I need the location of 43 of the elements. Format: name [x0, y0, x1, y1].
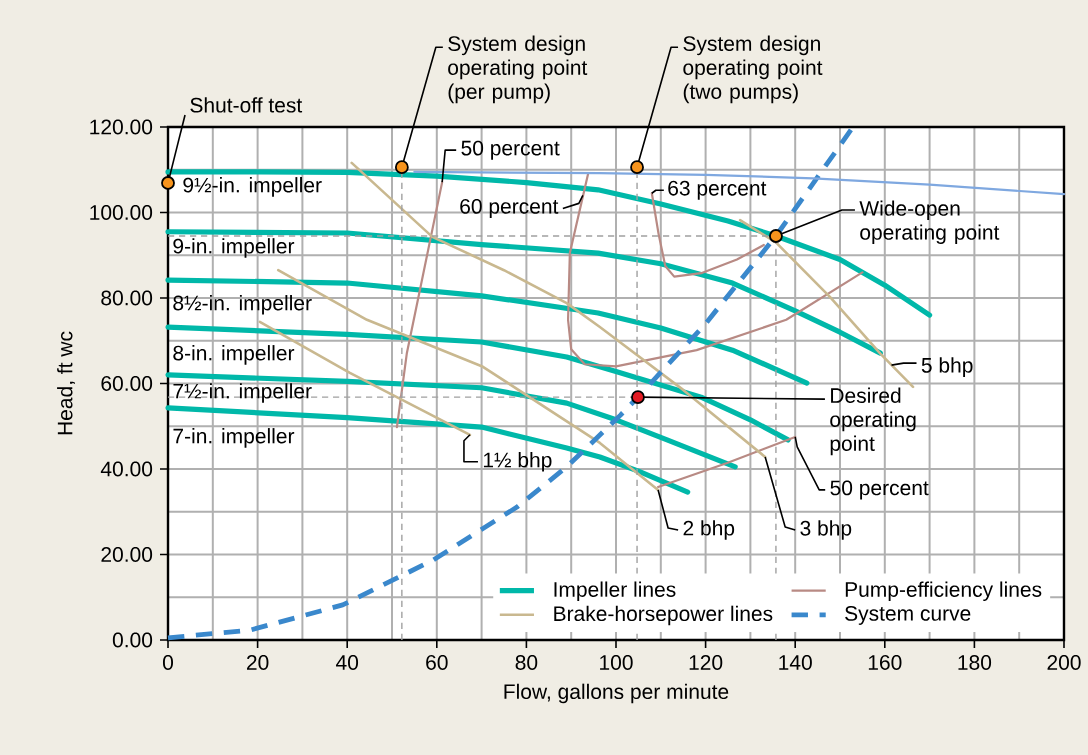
x-tick-label: 20 [246, 655, 269, 670]
x-tick-label: 40 [335, 655, 359, 670]
legend-label: System curve [845, 605, 971, 625]
legend-label: Pump-efficiency lines [845, 581, 1042, 602]
x-tick-label: 200 [1047, 655, 1081, 670]
annotation: 1½ bhp [483, 452, 552, 472]
annotation: System design operating point (per pump) [448, 35, 588, 104]
annotation: 7½-in. impeller [173, 383, 312, 403]
annotation: 8½-in. impeller [173, 295, 312, 315]
y-tick-label: 40.00 [100, 461, 153, 477]
y-tick-label: 120.00 [90, 119, 153, 135]
annotation: 2 bhp [683, 520, 735, 540]
y-axis-title: Head, ft wc [57, 331, 75, 435]
x-tick-label: 180 [958, 655, 992, 670]
annotation: Shut-off test [190, 97, 303, 113]
annotation: 9-in. impeller [173, 238, 295, 258]
y-tick-label: 80.00 [101, 290, 153, 306]
annotation: 63 percent [668, 180, 767, 200]
annotation: 8-in. impeller [173, 345, 295, 365]
x-tick-label: 80 [515, 655, 538, 670]
annotation: 60 percent [460, 198, 559, 218]
annotation: System design operating point (two pumps) [683, 35, 823, 104]
y-tick-label: 60.00 [101, 376, 153, 391]
y-tick-label: 100.00 [90, 205, 153, 220]
annotation: 9½-in. impeller [183, 177, 322, 197]
annotation: 5 bhp [921, 357, 973, 377]
annotation: Wide-open operating point [859, 200, 1000, 244]
annotation: 7-in. impeller [173, 428, 295, 448]
y-tick-label: 0.00 [112, 632, 153, 648]
annotation: Desired operating point [830, 387, 916, 456]
annotation: 3 bhp [800, 520, 852, 540]
legend-label: Impeller lines [554, 581, 676, 602]
annotation: 50 percent [830, 480, 929, 500]
x-axis-title: Flow, gallons per minute [504, 683, 729, 704]
legend-label: Brake-horsepower lines [554, 605, 773, 626]
x-tick-label: 100 [600, 655, 633, 670]
annotation: 50 percent [461, 140, 560, 160]
x-tick-label: 60 [426, 655, 448, 670]
y-tick-label: 20.00 [101, 547, 153, 562]
x-tick-label: 140 [779, 655, 812, 670]
x-tick-label: 160 [868, 655, 902, 670]
x-tick-label: 0 [162, 655, 174, 670]
x-tick-label: 120 [689, 655, 723, 670]
